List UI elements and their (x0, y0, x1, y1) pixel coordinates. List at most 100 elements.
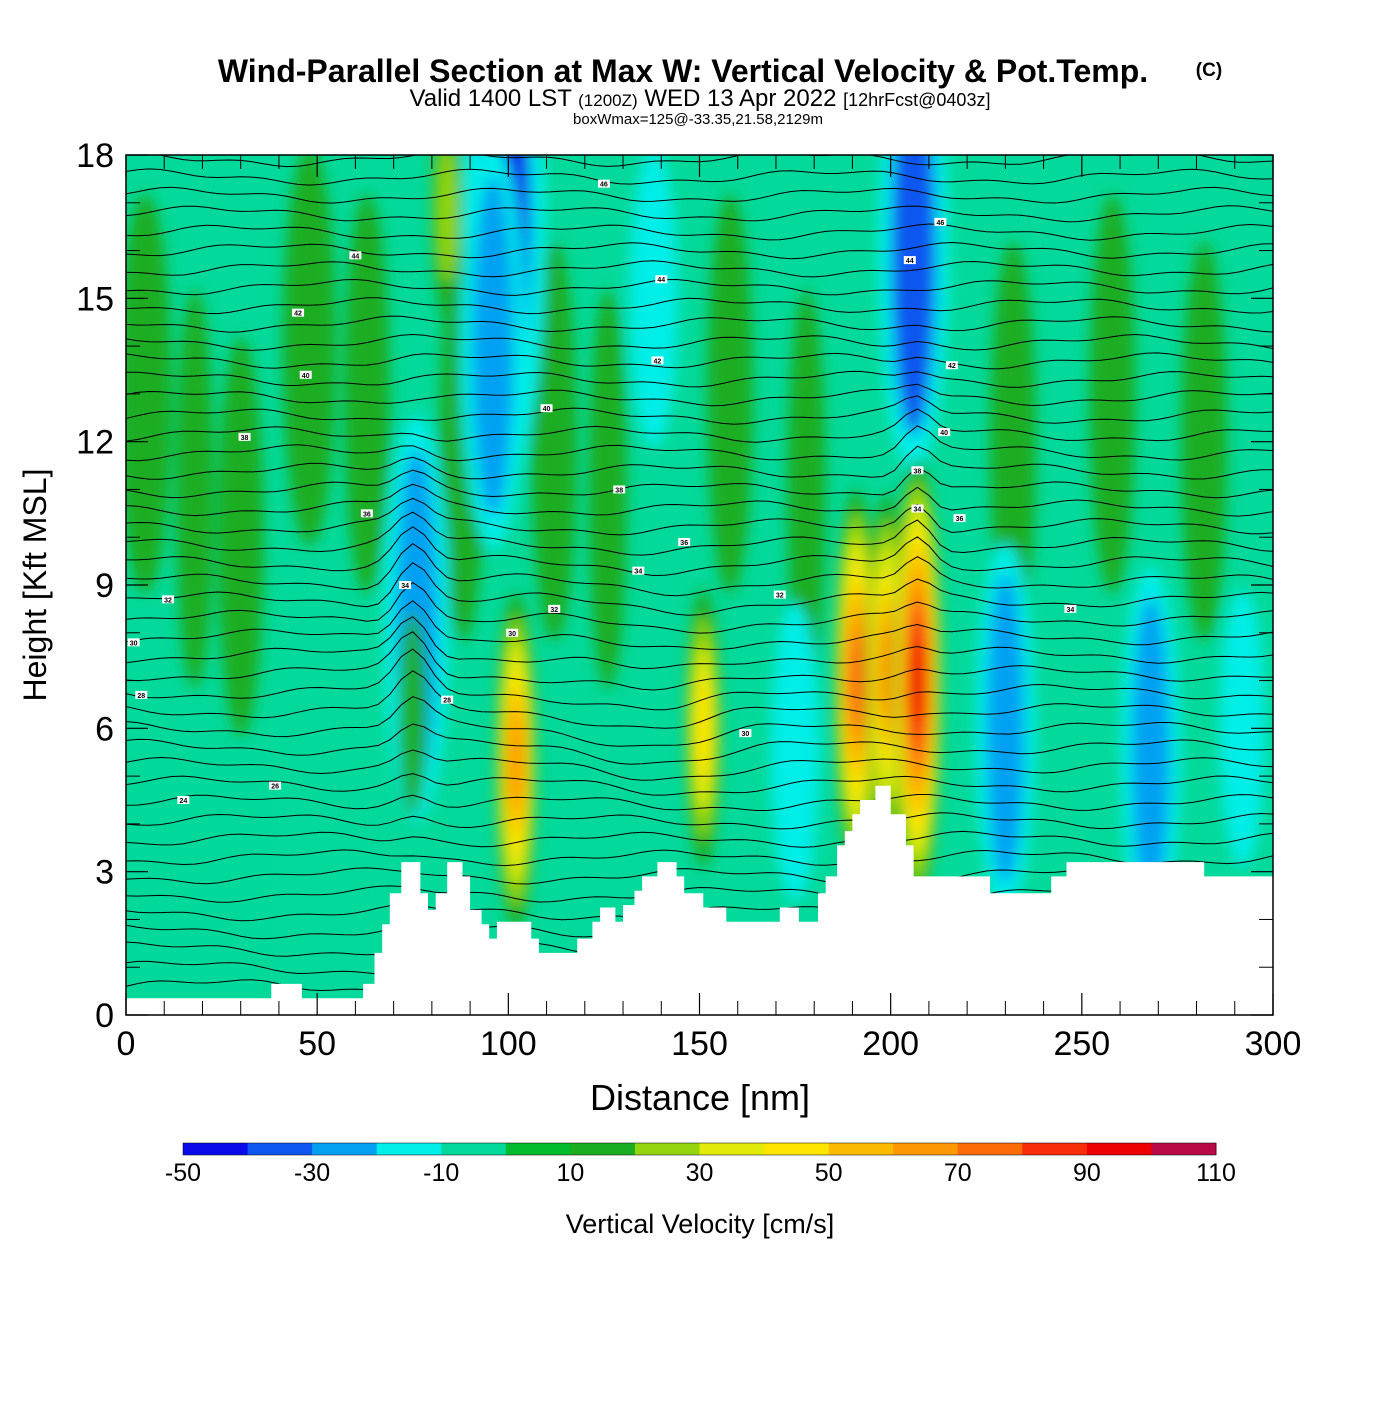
x-tick-label: 300 (1245, 1025, 1302, 1063)
y-tick-label: 12 (76, 424, 114, 462)
field-streak (1181, 241, 1228, 642)
isentrope-label: 26 (269, 781, 282, 791)
isentrope-label-text: 38 (914, 468, 922, 475)
isentrope-label-text: 42 (654, 358, 662, 365)
updraft-contour (910, 635, 925, 726)
isentrope-label-text: 46 (936, 220, 944, 227)
field-streak (217, 337, 264, 738)
isentrope-label: 40 (540, 404, 553, 413)
isentrope-line (126, 794, 1273, 812)
colorbar-tick-label: 10 (556, 1159, 584, 1187)
isentrope-label-bg (238, 432, 251, 441)
isentrope-line (126, 723, 1273, 765)
isentrope-label-bg (903, 256, 916, 265)
isentrope-label: 34 (911, 504, 924, 514)
subtitle-date: WED 13 Apr 2022 (644, 85, 836, 112)
x-axis-label: Distance [nm] (590, 1077, 810, 1118)
isentrope-line (126, 241, 1273, 260)
x-tick-label: 150 (671, 1025, 728, 1063)
isentrope-label: 34 (632, 566, 645, 576)
isentrope-label: 32 (162, 595, 175, 604)
field-streak (175, 289, 214, 690)
isentrope-label: 24 (177, 796, 190, 805)
isentrope-line (126, 483, 1273, 517)
isentrope-label: 28 (441, 695, 454, 705)
isentrope-line (126, 749, 1273, 781)
chart-title-mark: (C) (1196, 60, 1222, 81)
colorbar-swatch (183, 1143, 249, 1155)
colorbar-swatch (957, 1143, 1023, 1155)
isentrope-line (126, 278, 1273, 296)
isentrope-label-bg (292, 308, 305, 317)
isentrope-label: 42 (651, 356, 664, 365)
isentrope-label-text: 38 (615, 487, 623, 494)
isentrope-line (126, 445, 1273, 480)
isentrope-label: 30 (506, 628, 519, 638)
isentrope-label: 40 (938, 428, 951, 437)
field-streak (707, 193, 754, 594)
isentrope-label: 30 (739, 729, 752, 738)
updraft-contour (436, 155, 458, 283)
isentrope-label-text: 30 (130, 640, 138, 647)
isentrope-label-bg (540, 404, 553, 413)
isentrope-label: 36 (360, 509, 373, 518)
isentrope-label-bg (177, 796, 190, 804)
isentrope-label-text: 36 (680, 540, 688, 547)
isentrope-label-bg (548, 604, 561, 613)
isentrope-line (126, 467, 1273, 499)
colorbar-swatch (247, 1143, 313, 1155)
x-tick-label: 100 (480, 1025, 537, 1063)
isentrope-label: 32 (773, 590, 786, 600)
isentrope-label-text: 28 (443, 698, 451, 705)
velocity-field (126, 155, 1266, 1015)
isentrope-line (126, 648, 1273, 711)
isentrope-line (126, 223, 1273, 241)
isentrope-label-text: 42 (294, 311, 302, 318)
isentrope-label-bg (632, 566, 645, 575)
colorbar-swatch (764, 1143, 830, 1155)
colorbar-label: Vertical Velocity [cm/s] (566, 1209, 835, 1239)
isentrope-line (126, 616, 1273, 670)
isentrope-label: 44 (349, 251, 362, 260)
isentrope-labels: 30 28 32 24 38 26 42 40 44 36 34 28 30 40 32 46 38 34 42 44… (127, 179, 1077, 805)
isentrope-line (126, 425, 1273, 462)
isentrope-line (126, 812, 1273, 830)
updraft-contour (848, 632, 864, 729)
chart-subtitle: Valid 1400 LST (1200Z) WED 13 Apr 2022 [… (410, 85, 991, 112)
colorbar-tick-label: -10 (423, 1159, 459, 1187)
isentrope-label-text: 28 (137, 693, 145, 700)
isentrope-label-bg (911, 466, 924, 475)
isentrope-line (126, 562, 1273, 616)
isentrope-label-text: 34 (634, 569, 642, 576)
isentrope-line (126, 631, 1273, 691)
isentrope-label-bg (1064, 604, 1077, 613)
isentrope-label-bg (739, 729, 752, 738)
isentrope-label-bg (399, 581, 412, 589)
isentrope-label: 36 (678, 538, 691, 547)
field-streak (126, 193, 172, 594)
y-axis-label: Height [Kft MSL] (17, 469, 53, 702)
colorbar-tick-label: 50 (815, 1159, 843, 1187)
downdraft-core (1228, 612, 1257, 845)
isentrope-label-bg (655, 275, 668, 284)
isentrope-label-text: 36 (363, 511, 371, 518)
isentrope-label-bg (299, 370, 312, 379)
isentrope-label: 38 (911, 466, 924, 475)
colorbar-swatch (1086, 1143, 1152, 1155)
isentrope-label: 38 (613, 485, 626, 494)
colorbar-swatch (699, 1143, 765, 1155)
isentrope-label-text: 32 (776, 593, 784, 600)
isentrope-line (126, 205, 1273, 223)
isentrope-label-bg (773, 590, 786, 599)
colorbar-swatch (441, 1143, 507, 1155)
isentrope-label-text: 32 (550, 607, 558, 614)
isentrope-label-bg (597, 179, 610, 188)
isentrope-label-bg (938, 428, 951, 437)
isentrope-label: 34 (399, 581, 412, 590)
colorbar-tick-label: 90 (1073, 1159, 1101, 1187)
x-tick-label: 200 (862, 1025, 919, 1063)
isentrope-label-bg (162, 595, 175, 604)
field-streak (343, 193, 390, 594)
isentrope-label-bg (360, 509, 373, 518)
isentrope-line (126, 696, 1273, 747)
